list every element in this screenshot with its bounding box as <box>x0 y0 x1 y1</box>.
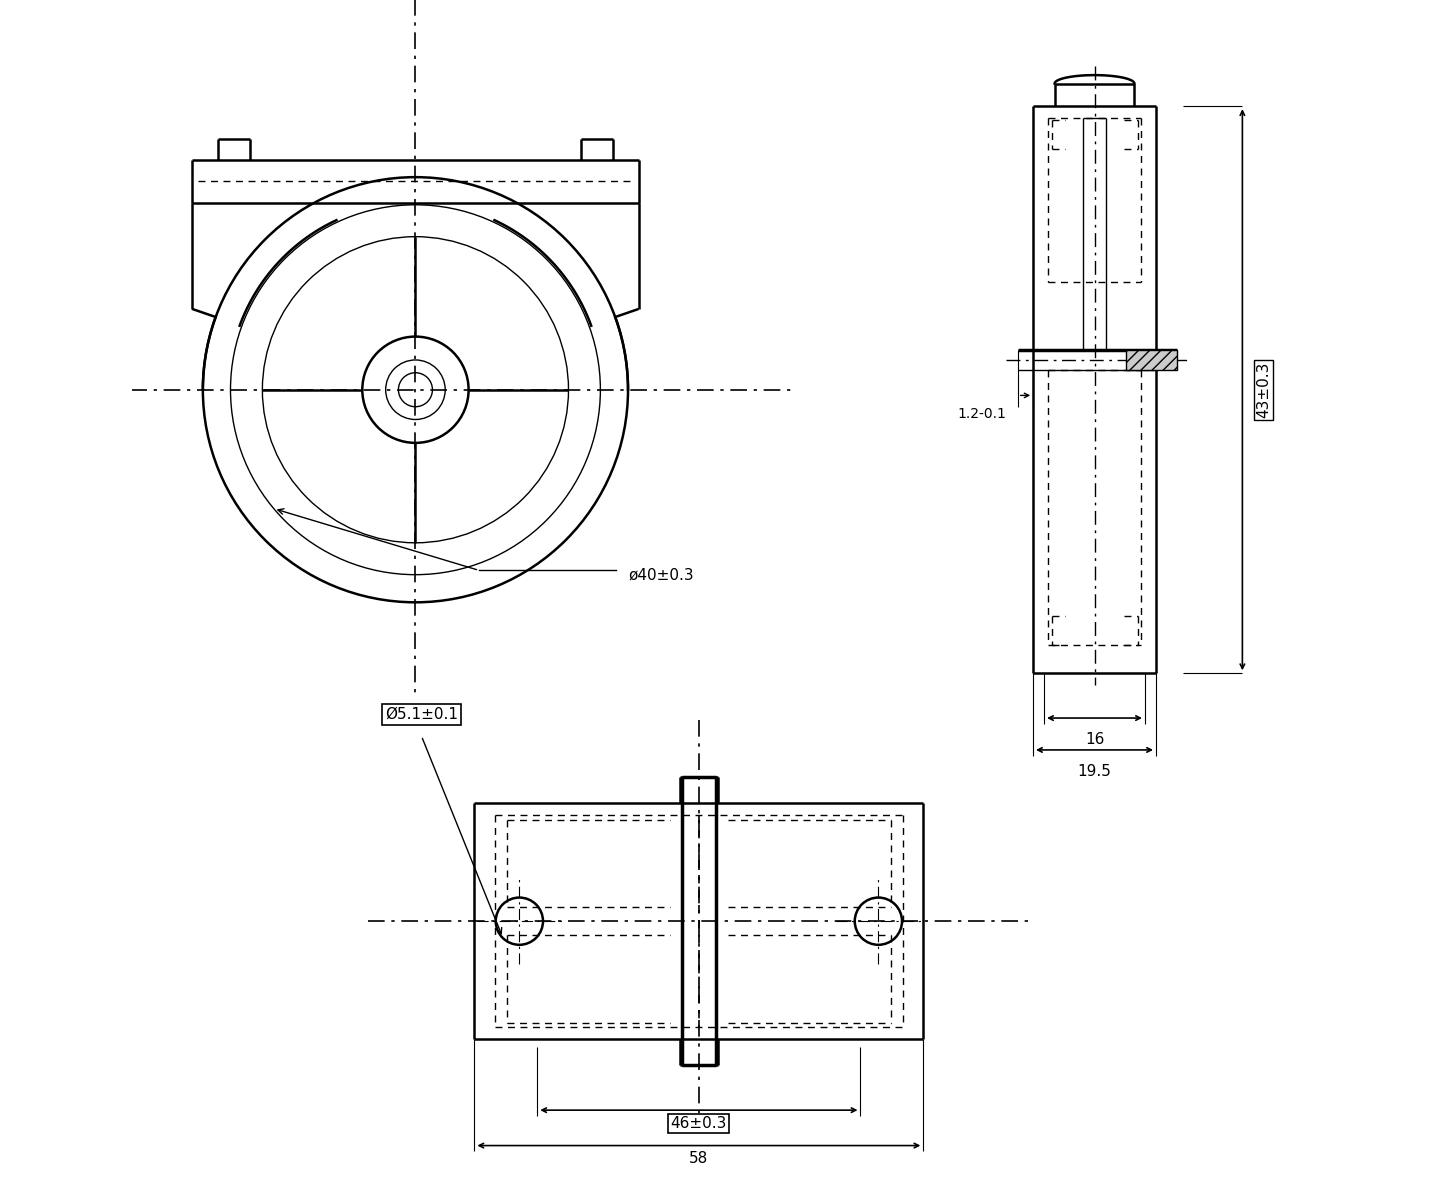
Bar <box>1127 350 1178 370</box>
Text: 19.5: 19.5 <box>1078 764 1111 779</box>
Text: 58: 58 <box>689 1151 708 1167</box>
Text: Ø5.1±0.1: Ø5.1±0.1 <box>384 707 458 722</box>
Text: ø40±0.3: ø40±0.3 <box>629 567 694 582</box>
Text: 16: 16 <box>1085 732 1104 748</box>
Text: 46±0.3: 46±0.3 <box>670 1116 727 1131</box>
Text: 43±0.3: 43±0.3 <box>1256 361 1272 418</box>
Text: 1.2-0.1: 1.2-0.1 <box>957 407 1006 422</box>
